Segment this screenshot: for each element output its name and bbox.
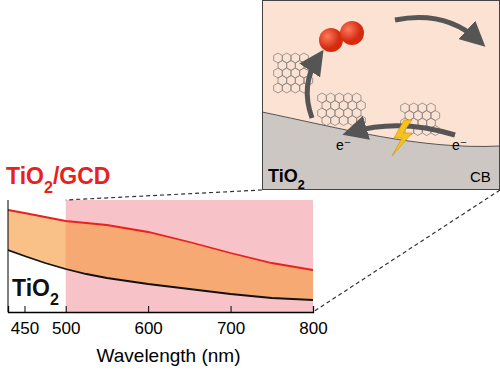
inset-body xyxy=(262,0,500,190)
graphene-hexagon xyxy=(322,116,331,126)
inset-label: e⁻ xyxy=(336,137,351,153)
text-part: 2 xyxy=(50,290,59,308)
x-axis-title: Wavelength (nm) xyxy=(97,345,241,366)
x-tick-label: 700 xyxy=(217,319,245,338)
x-axis: 450 500 600 700 800 xyxy=(9,306,328,338)
graphene-dot xyxy=(318,93,366,126)
text-part: /GCD xyxy=(53,163,111,189)
zoom-line xyxy=(66,190,262,200)
x-tick-mark xyxy=(66,306,67,312)
series-line xyxy=(8,210,313,270)
series-label: TiO2 xyxy=(12,275,59,308)
x-tick-mark xyxy=(313,306,314,312)
oxygen-atom xyxy=(319,28,343,52)
y-axis-line xyxy=(8,200,9,312)
x-tick-label: 800 xyxy=(299,319,327,338)
text-part: TiO xyxy=(268,166,298,186)
x-tick-mark xyxy=(24,306,25,312)
x-tick-label: 500 xyxy=(52,319,80,338)
text-part: 2 xyxy=(44,178,53,196)
arrow xyxy=(307,58,318,118)
series-label: TiO2/GCD xyxy=(6,163,110,196)
graphene-hexagon xyxy=(282,83,291,93)
chart-root: 450500600700800Wavelength (nm)TiO2/GCDTi… xyxy=(0,0,500,380)
zoom-line xyxy=(313,190,500,312)
light-bolt xyxy=(392,120,412,156)
x-tick: 600 xyxy=(134,306,162,338)
graphene-hexagon xyxy=(339,116,348,126)
x-tick: 700 xyxy=(217,306,245,338)
graphene-hexagon xyxy=(274,83,283,93)
difference-area xyxy=(8,210,313,300)
x-tick-label: 450 xyxy=(11,319,39,338)
graphene-hexagon xyxy=(331,116,340,126)
plot-marks xyxy=(8,200,313,312)
oxygen-atom xyxy=(340,21,364,45)
text-part: TiO xyxy=(12,275,50,301)
x-tick: 450 xyxy=(11,306,39,338)
x-tick-mark xyxy=(231,306,232,312)
arrow xyxy=(395,18,478,41)
text-part: TiO xyxy=(6,163,44,189)
inset: TiO2CBe⁻e⁻ xyxy=(262,0,500,192)
inset-label: TiO2 xyxy=(268,166,305,192)
graphene-hexagon xyxy=(348,116,357,126)
inset-frame xyxy=(263,1,500,190)
inset-label: CB xyxy=(470,168,491,185)
graphene-hexagon xyxy=(357,116,366,126)
inset-background xyxy=(262,0,500,190)
x-tick-mark xyxy=(148,306,149,312)
x-tick-label: 600 xyxy=(134,319,162,338)
x-tick: 500 xyxy=(52,306,80,338)
graphene-hexagon xyxy=(291,83,300,93)
x-tick: 800 xyxy=(299,306,327,338)
inset-label: e⁻ xyxy=(452,137,467,153)
